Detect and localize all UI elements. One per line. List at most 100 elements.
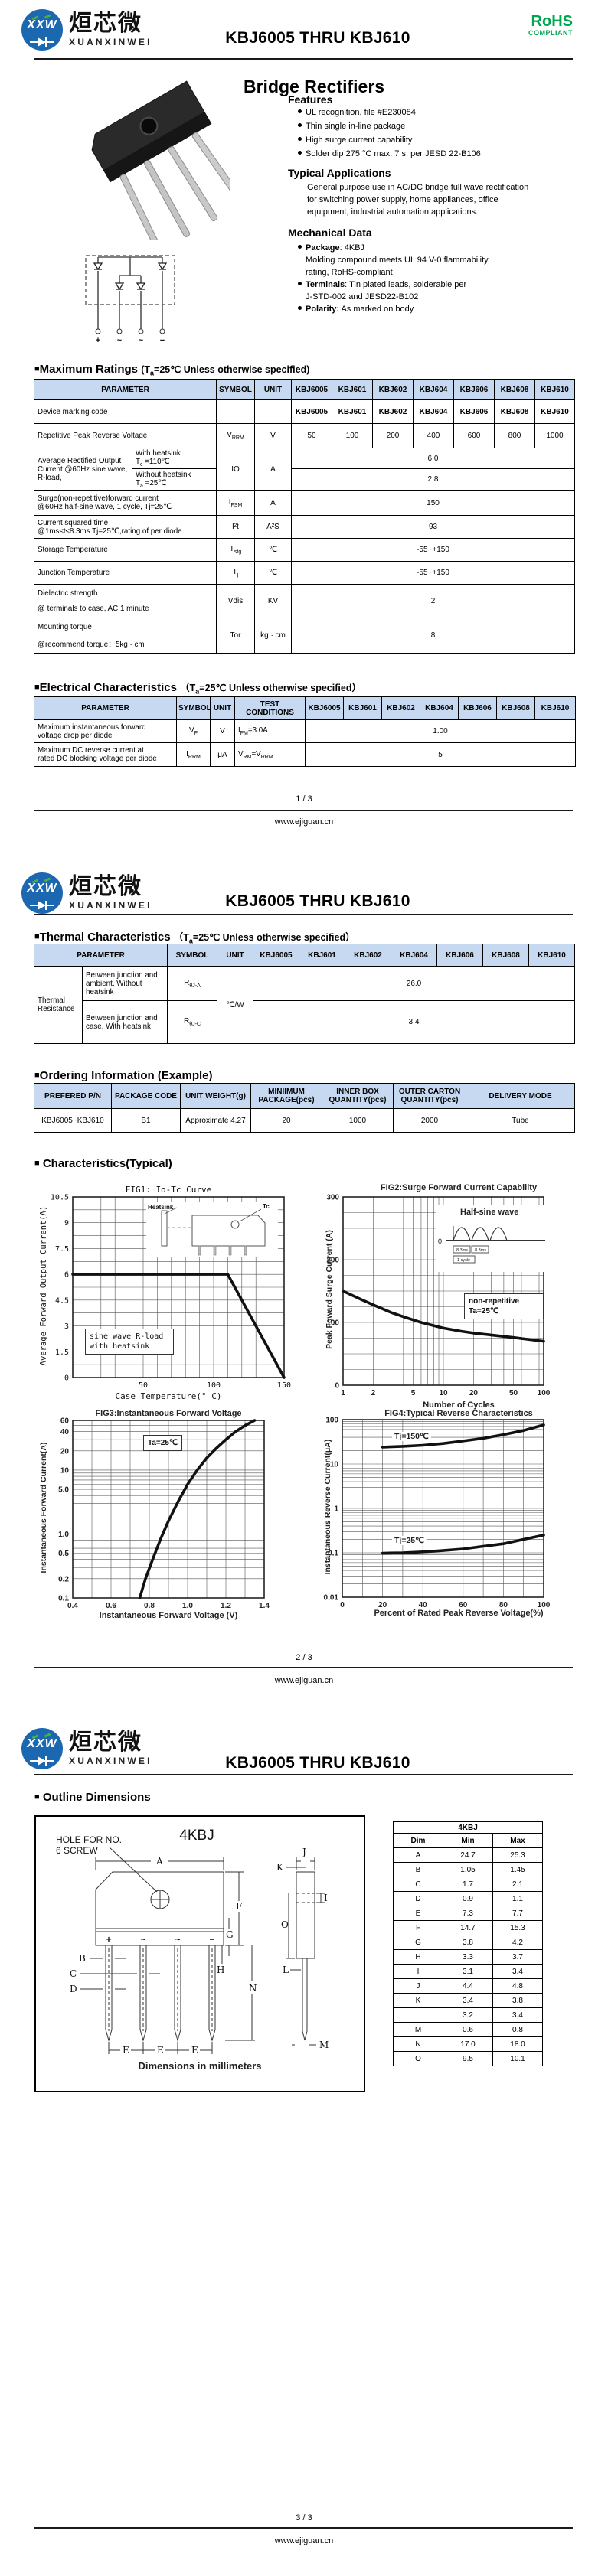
outline-polarity-marks: + ~ ~ − xyxy=(106,1934,214,1945)
svg-text:9: 9 xyxy=(64,1219,69,1228)
table-row: B 1.05 1.45 xyxy=(393,1862,544,1877)
table-header-row: PREFERED P/N PACKAGE CODE UNIT WEIGHT(g) MI… xyxy=(34,1083,575,1109)
applications-text: General purpose use in AC/DC bridge full… xyxy=(307,183,529,217)
svg-text:5: 5 xyxy=(411,1389,416,1397)
table-row: E 7.3 7.7 xyxy=(393,1906,544,1921)
ordering-heading: ■Ordering Information (Example) xyxy=(34,1069,213,1082)
fig4-plot: 0 20 40 60 80 100 0.01 0.1 1 10 100 xyxy=(324,1417,551,1610)
table-row: J 4.4 4.8 xyxy=(393,1978,544,1994)
svg-text:0: 0 xyxy=(340,1601,345,1609)
svg-text:N: N xyxy=(249,1983,257,1994)
svg-text:~: ~ xyxy=(140,1934,145,1945)
bullet-icon xyxy=(298,282,302,285)
table-row: F 14.7 15.3 xyxy=(393,1920,544,1935)
thermal-heading: ■Thermal Characteristics （Ta=25℃ Unless … xyxy=(34,931,355,945)
characteristics-heading: ■ Characteristics(Typical) xyxy=(34,1157,172,1170)
fig2-title: FIG2:Surge Forward Current Capability xyxy=(380,1183,538,1192)
bullet-icon xyxy=(298,245,302,249)
fig3-ylabel: Instantaneous Forward Current(A) xyxy=(39,1442,48,1573)
company-logo: XXW 烜芯微 XUANXINWEI xyxy=(21,9,152,51)
header-rule xyxy=(34,58,573,60)
rohs-compliant-label: COMPLIANT xyxy=(528,29,573,37)
fig1-title: FIG1: Io-Tc Curve xyxy=(125,1185,212,1195)
svg-text:~: ~ xyxy=(175,1934,180,1945)
svg-text:50: 50 xyxy=(509,1389,518,1397)
svg-text:0.01: 0.01 xyxy=(324,1594,339,1603)
table-row: G 3.8 4.2 xyxy=(393,1935,544,1950)
page-number: 3 / 3 xyxy=(296,2513,312,2522)
svg-text:C: C xyxy=(70,1968,77,1979)
features-list: UL recognition, file #E230084 Thin singl… xyxy=(298,106,481,161)
website-url: www.ejiguan.cn xyxy=(274,817,334,827)
doc-title: KBJ6005 THRU KBJ610 xyxy=(225,29,410,47)
svg-text:D: D xyxy=(70,1984,77,1994)
section-marker-icon: ■ xyxy=(34,1159,40,1168)
svg-text:10: 10 xyxy=(439,1389,448,1397)
logo-english-name: XUANXINWEI xyxy=(69,37,152,47)
table-row: Thermal Resistance Between junction and … xyxy=(34,966,575,1044)
svg-text:300: 300 xyxy=(326,1194,339,1202)
electrical-heading: ■Electrical Characteristics （Ta=25℃ Unle… xyxy=(34,681,361,696)
svg-text:F: F xyxy=(236,1901,242,1912)
svg-text:I: I xyxy=(324,1893,328,1903)
svg-text:100: 100 xyxy=(207,1381,221,1390)
logo-chinese-name: 烜芯微 xyxy=(69,11,142,36)
svg-text:~: ~ xyxy=(139,336,144,344)
feature-item: Solder dip 275 °C max. 7 s, per JESD 22-… xyxy=(298,148,481,161)
svg-text:1.2: 1.2 xyxy=(221,1602,231,1610)
diode-icon xyxy=(30,37,54,47)
hole-note-line2: 6 SCREW xyxy=(56,1845,98,1856)
fig3-forward-voltage: FIG3:Instantaneous Forward Voltage 0.4 0.… xyxy=(34,1409,302,1632)
svg-text:150: 150 xyxy=(277,1381,291,1390)
svg-text:20: 20 xyxy=(469,1389,479,1397)
fig1-io-tc-curve: FIG1: Io-Tc Curve 50 100 150 0 1.5 3 4.5 6 7.5 9 1… xyxy=(34,1185,302,1410)
fig4-reverse-characteristics: FIG4:Typical Reverse Characteristics 0 20… xyxy=(322,1409,596,1632)
svg-text:0.5: 0.5 xyxy=(58,1550,69,1558)
doc-title: KBJ6005 THRU KBJ610 xyxy=(225,892,410,910)
svg-text:80: 80 xyxy=(499,1601,508,1609)
fig4-xlabel: Percent of Rated Peak Reverse Voltage(%) xyxy=(374,1609,544,1618)
svg-text:0.4: 0.4 xyxy=(67,1602,78,1610)
svg-text:M: M xyxy=(319,2040,329,2050)
page-3: XXW 烜芯微 XUANXINWEI KBJ6005 THRU KBJ610 ■… xyxy=(0,1714,608,2576)
fig3-xlabel: Instantaneous Forward Voltage (V) xyxy=(99,1611,238,1620)
footer-rule xyxy=(34,810,573,811)
svg-text:J: J xyxy=(301,1847,306,1857)
mechanical-item: Terminals: Tin plated leads, solderable … xyxy=(298,279,489,291)
table-row: D 0.9 1.1 xyxy=(393,1891,544,1906)
fig2-ylabel: Peak Foward Surge Current (A) xyxy=(325,1230,334,1349)
fig2-surge-current: FIG2:Surge Forward Current Capability 1 2… xyxy=(322,1182,596,1417)
fig4-series1-label: Tj=150℃ xyxy=(392,1432,431,1441)
svg-text:8.3ms: 8.3ms xyxy=(456,1248,468,1253)
svg-text:2: 2 xyxy=(371,1389,376,1397)
outline-caption: Dimensions in millimeters xyxy=(138,2060,262,2072)
svg-text:G: G xyxy=(226,1929,234,1940)
svg-text:0.8: 0.8 xyxy=(144,1602,155,1610)
ordering-table: PREFERED P/N PACKAGE CODE UNIT WEIGHT(g) MI… xyxy=(34,1083,575,1133)
table-header-row: PARAMETER SYMBOL UNIT KBJ6005 KBJ601 KBJ602 K… xyxy=(34,379,575,400)
feature-item: UL recognition, file #E230084 xyxy=(298,106,481,120)
product-title: Bridge Rectifiers xyxy=(244,77,385,96)
svg-text:7.5: 7.5 xyxy=(55,1245,69,1254)
table-row: I 3.1 3.4 xyxy=(393,1964,544,1979)
table-row: M 0.6 0.8 xyxy=(393,2022,544,2037)
svg-text:A: A xyxy=(155,1856,163,1867)
table-row: Between junction and case, With heatsink… xyxy=(34,1000,575,1044)
table-row: C 1.7 2.1 xyxy=(393,1877,544,1892)
outline-dim-lines xyxy=(80,1857,255,2054)
svg-text:100: 100 xyxy=(538,1601,551,1609)
fig1-annotation: sine wave R-load with heatsink xyxy=(85,1329,174,1355)
svg-text:B: B xyxy=(79,1953,86,1964)
svg-text:−: − xyxy=(160,336,165,344)
svg-text:4.5: 4.5 xyxy=(55,1296,69,1305)
fig1-xlabel: Case Temperature(° C) xyxy=(115,1391,222,1401)
fig2-inset-title: Half-sine wave xyxy=(458,1208,521,1217)
svg-text:6: 6 xyxy=(64,1271,69,1280)
diode-icon xyxy=(30,1756,54,1766)
dim-table-title: 4KBJ xyxy=(392,1821,544,1834)
table-row: K 3.4 3.8 xyxy=(393,1993,544,2008)
svg-text:1 cycle: 1 cycle xyxy=(457,1258,470,1263)
outline-legs xyxy=(105,1945,216,2042)
fig4-ylabel: Instantaneous Reverse Current(μA) xyxy=(323,1439,332,1575)
table-header-row: PARAMETER SYMBOL UNIT TEST CONDITIONS KBJ60… xyxy=(34,696,576,720)
